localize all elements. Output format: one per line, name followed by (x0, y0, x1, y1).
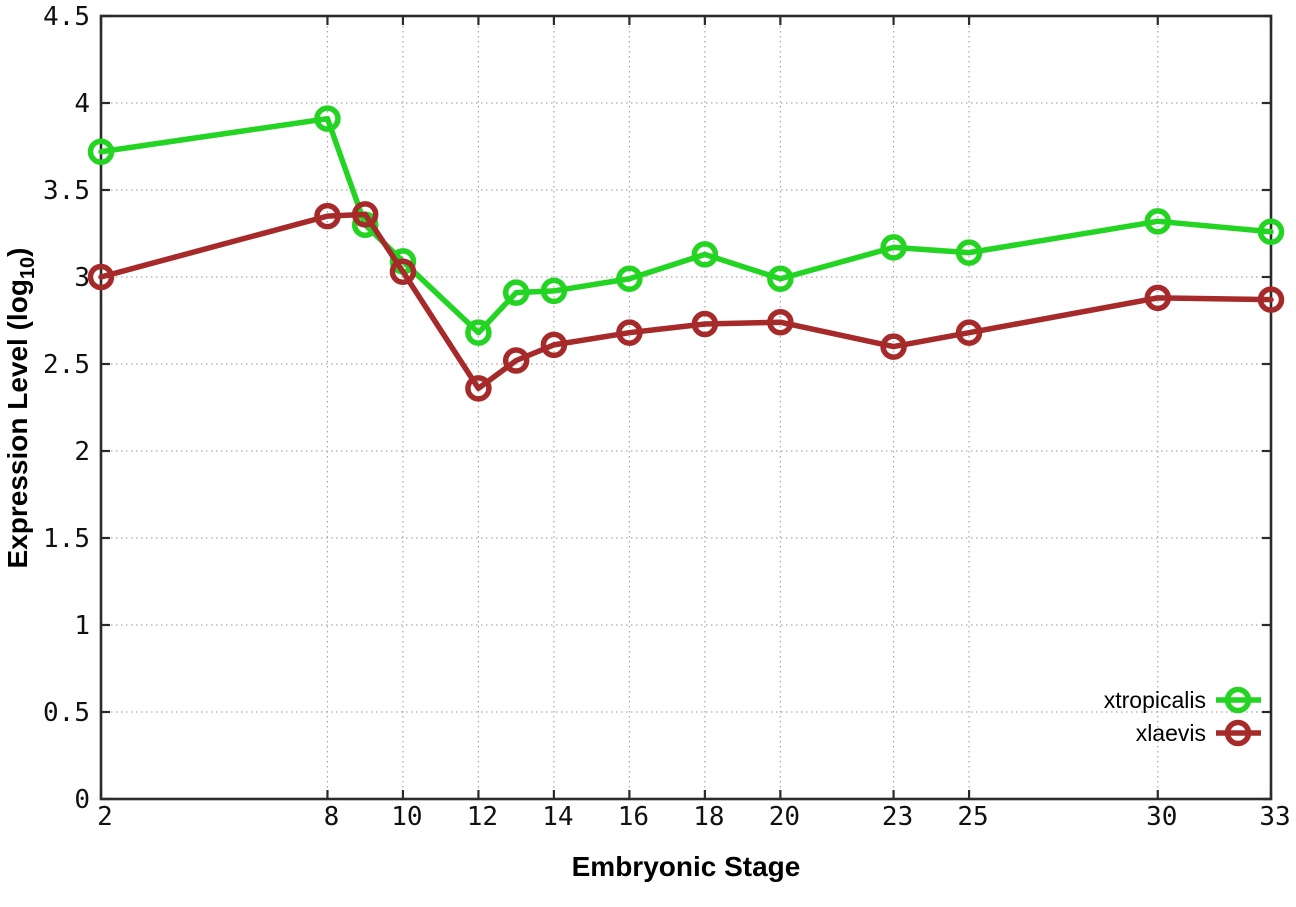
x-tick-label: 8 (324, 802, 340, 832)
y-tick-label: 0.5 (43, 698, 90, 728)
data-point-xtropicalis (691, 241, 719, 268)
data-point-xtropicalis (955, 239, 983, 266)
plot-border (99, 14, 1273, 801)
data-point-xlaevis (880, 333, 907, 360)
legend-marker-xtropicalis (1224, 686, 1252, 714)
data-point-xlaevis (955, 319, 983, 346)
legend-marker-xlaevis (1224, 719, 1252, 747)
data-point-xtropicalis (87, 138, 115, 165)
data-point-xtropicalis (1144, 208, 1172, 235)
data-point-xtropicalis (767, 265, 794, 292)
y-tick-label: 1 (74, 611, 90, 641)
data-point-xlaevis (351, 201, 379, 228)
legend-label-xtropicalis: xtropicalis (1104, 687, 1206, 713)
data-point-xlaevis (767, 308, 794, 336)
data-point-xlaevis (1144, 284, 1172, 312)
data-point-xlaevis (540, 331, 568, 359)
x-tick-label: 2 (97, 802, 113, 832)
y-tick-label: 3.5 (43, 176, 90, 206)
x-tick-label: 16 (618, 802, 649, 832)
y-axis-title: Expression Level (log10) (2, 248, 39, 569)
data-point-xlaevis (502, 347, 530, 374)
data-point-xlaevis (691, 310, 719, 338)
x-tick-label: 25 (957, 802, 988, 832)
data-point-xtropicalis (314, 105, 341, 132)
y-tick-label: 3 (74, 263, 90, 293)
y-tick-label: 4 (74, 89, 90, 119)
data-point-xlaevis (465, 375, 492, 402)
legend-label-xlaevis: xlaevis (1136, 720, 1206, 746)
x-tick-label: 12 (467, 802, 498, 832)
y-tick-label: 4.5 (43, 2, 90, 32)
x-tick-label: 14 (542, 802, 573, 832)
x-tick-label: 23 (882, 802, 913, 832)
data-point-xtropicalis (465, 319, 492, 346)
data-point-xlaevis (616, 319, 643, 346)
data-point-xtropicalis (540, 277, 568, 305)
data-point-xtropicalis (880, 234, 907, 261)
data-point-xtropicalis (616, 265, 643, 292)
data-point-xlaevis (1257, 286, 1285, 313)
y-tick-label: 0 (74, 785, 90, 815)
x-axis-title: Embryonic Stage (572, 851, 801, 882)
data-point-xtropicalis (502, 279, 530, 306)
data-point-xlaevis (389, 258, 417, 286)
y-tick-label: 2.5 (43, 350, 90, 380)
x-tick-label: 33 (1259, 802, 1290, 832)
data-point-xtropicalis (1257, 218, 1285, 246)
x-tick-label: 20 (769, 802, 800, 832)
data-point-xlaevis (87, 263, 115, 291)
y-tick-label: 1.5 (43, 524, 90, 554)
x-tick-label: 18 (693, 802, 724, 832)
y-tick-label: 2 (74, 437, 90, 467)
x-tick-label: 30 (1146, 802, 1177, 832)
series-line-xlaevis (98, 211, 1274, 392)
x-tick-label: 10 (391, 802, 422, 832)
series-line-xtropicalis (98, 115, 1274, 336)
data-point-xlaevis (314, 202, 341, 230)
